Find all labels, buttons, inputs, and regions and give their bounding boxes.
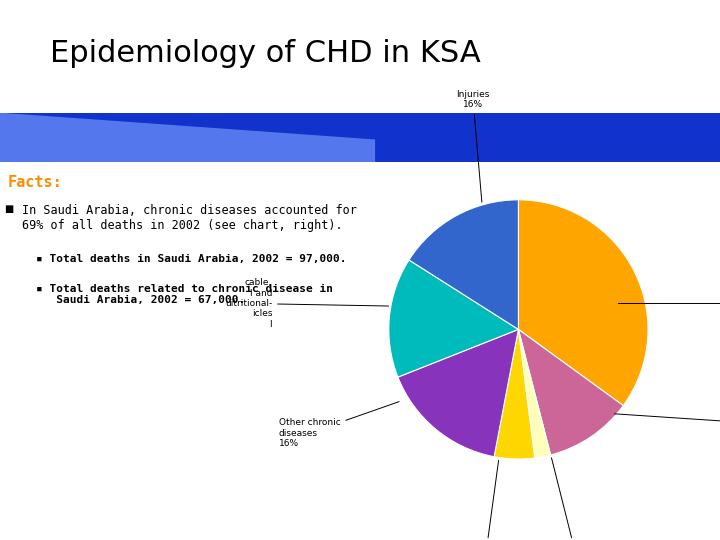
Wedge shape bbox=[518, 200, 648, 406]
Text: cable,
l and
uitritional-
icles
l: cable, l and uitritional- icles l bbox=[225, 278, 389, 329]
Text: Diabetes
5%: Diabetes 5% bbox=[466, 461, 506, 540]
Text: Epidemiology of CHD in KSA: Epidemiology of CHD in KSA bbox=[50, 39, 481, 68]
Wedge shape bbox=[494, 329, 535, 459]
Wedge shape bbox=[518, 329, 624, 455]
Text: Facts:: Facts: bbox=[8, 175, 63, 190]
Wedge shape bbox=[409, 200, 518, 329]
Text: Chronic respiratory
disease
2%: Chronic respiratory disease 2% bbox=[534, 458, 620, 540]
Wedge shape bbox=[389, 260, 518, 377]
Wedge shape bbox=[518, 329, 551, 458]
Text: ▪ Total deaths in Saudi Arabia, 2002 = 97,000.: ▪ Total deaths in Saudi Arabia, 2002 = 9… bbox=[36, 254, 346, 265]
Text: Cancer
11%: Cancer 11% bbox=[614, 413, 720, 433]
Text: ■: ■ bbox=[4, 204, 13, 214]
Text: ▪ Total deaths related to chronic disease in
   Saudi Arabia, 2002 = 67,000.: ▪ Total deaths related to chronic diseas… bbox=[36, 284, 333, 305]
Text: Injuries
16%: Injuries 16% bbox=[456, 90, 490, 202]
Text: In Saudi Arabia, chronic diseases accounted for
69% of all deaths in 2002 (see c: In Saudi Arabia, chronic diseases accoun… bbox=[22, 204, 356, 232]
Wedge shape bbox=[398, 329, 518, 457]
Text: Cardiovascular
disease
35%: Cardiovascular disease 35% bbox=[618, 288, 720, 319]
Polygon shape bbox=[0, 113, 374, 162]
Text: Other chronic
diseases
16%: Other chronic diseases 16% bbox=[279, 402, 399, 448]
